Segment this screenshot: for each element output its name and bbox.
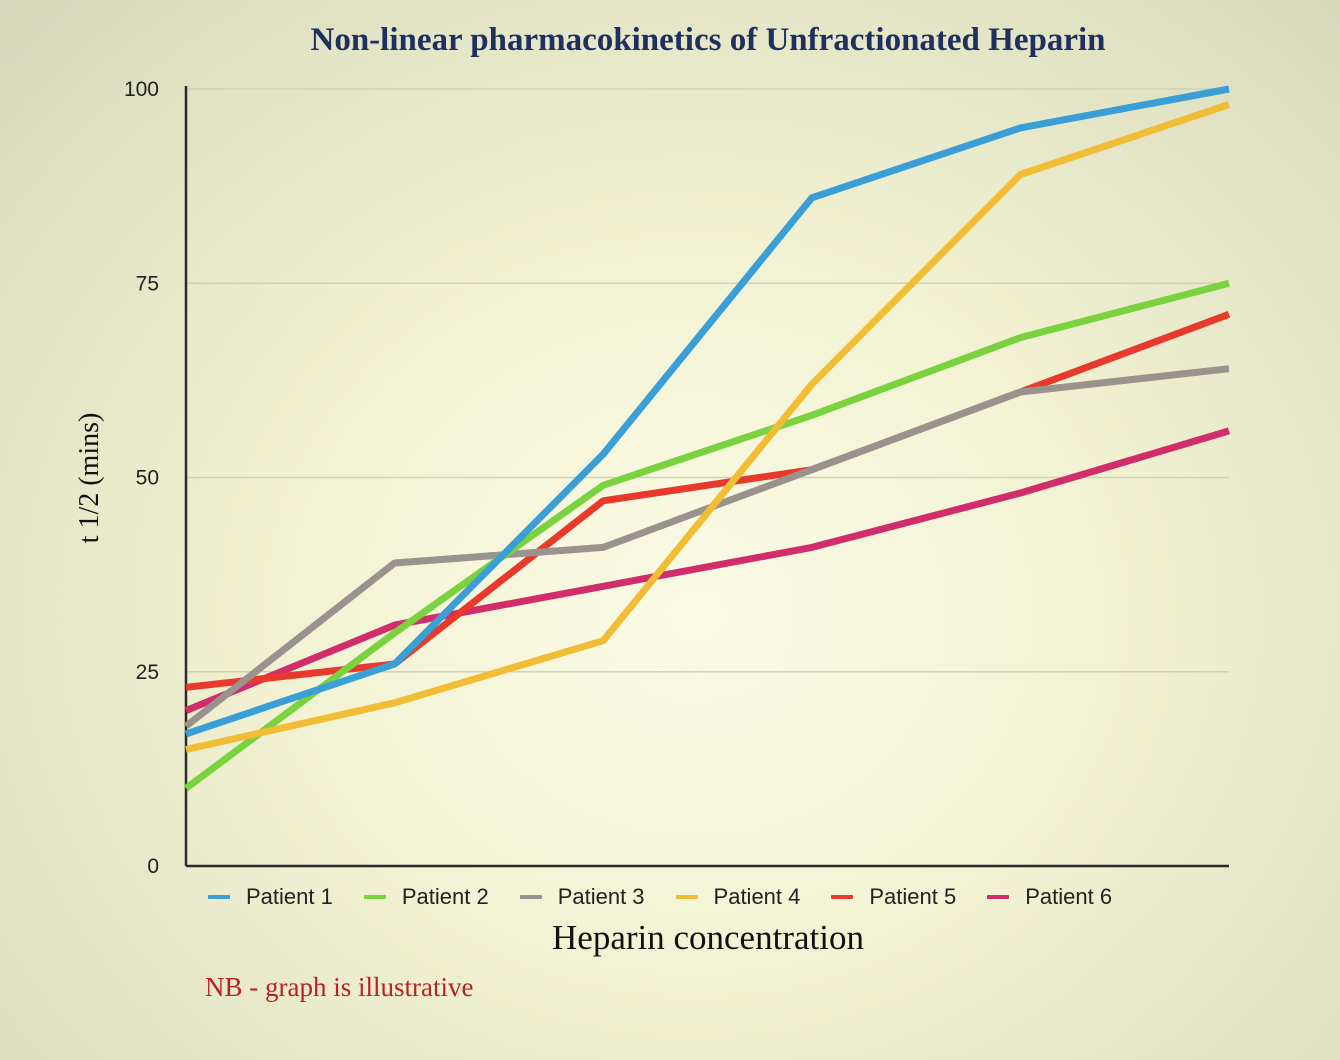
legend-label: Patient 3 xyxy=(557,884,645,909)
legend-swatch xyxy=(831,895,854,899)
series-lines xyxy=(183,85,1231,792)
legend-swatch xyxy=(363,895,386,899)
y-tick-label: 75 xyxy=(136,272,159,295)
grid-lines xyxy=(186,88,1229,673)
y-tick-label: 25 xyxy=(136,661,159,684)
legend-label: Patient 5 xyxy=(869,884,957,909)
illustrative-note: NB - graph is illustrative xyxy=(205,972,474,1002)
axes xyxy=(184,86,1229,868)
legend-item: Patient 1 xyxy=(208,884,333,910)
y-tick-label: 50 xyxy=(136,467,159,490)
y-tick-labels: 0 25 50 75 100 xyxy=(124,78,159,878)
legend-label: Patient 4 xyxy=(713,884,801,909)
legend-swatch xyxy=(987,895,1010,899)
legend-label: Patient 6 xyxy=(1025,884,1113,909)
legend-swatch xyxy=(675,895,698,899)
legend-item: Patient 2 xyxy=(363,884,489,910)
series-line-patient-1 xyxy=(184,85,1230,738)
series-line-patient-4 xyxy=(185,101,1231,753)
series-line-patient-5 xyxy=(185,311,1231,691)
x-axis-label: Heparin concentration xyxy=(552,918,864,957)
y-axis-label: t 1/2 (mins) xyxy=(74,413,105,544)
legend-item: Patient 6 xyxy=(987,884,1112,910)
y-tick-label: 100 xyxy=(124,78,159,101)
legend-swatch xyxy=(208,895,230,899)
legend-label: Patient 1 xyxy=(246,884,333,909)
chart-title: Non-linear pharmacokinetics of Unfractio… xyxy=(310,22,1106,58)
legend-label: Patient 2 xyxy=(401,884,489,909)
legend-swatch xyxy=(519,895,542,899)
legend-item: Patient 3 xyxy=(519,884,645,910)
legend-item: Patient 5 xyxy=(831,884,956,910)
legend: Patient 1 Patient 2 Patient 3 Patient 4 Pati… xyxy=(208,884,1143,910)
series-line-patient-6 xyxy=(184,427,1230,714)
legend-item: Patient 4 xyxy=(675,884,801,910)
series-line-patient-2 xyxy=(183,279,1230,792)
y-tick-label: 0 xyxy=(147,855,159,878)
